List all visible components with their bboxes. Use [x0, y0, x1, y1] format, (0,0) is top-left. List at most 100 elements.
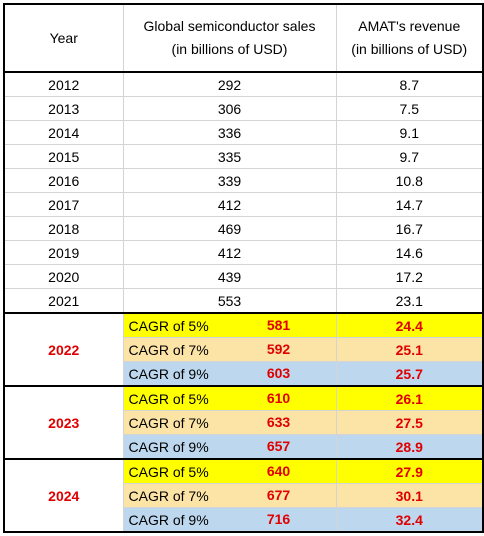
revenue-cell: 8.7 [335, 71, 484, 97]
projection-row: 2022 CAGR of 5% 581 24.4 [3, 312, 484, 387]
data-row: 2016 339 10.8 [3, 168, 484, 193]
data-row: 2017 412 14.7 [3, 192, 484, 217]
revenue-value: 28.9 [335, 434, 484, 460]
sales-value: 592 [266, 341, 291, 357]
sales-cell: 412 [122, 240, 337, 265]
scenario-label: CAGR of 9% [128, 511, 209, 528]
sales-value: 677 [266, 487, 291, 503]
header-text: Global semiconductor sales [143, 18, 316, 34]
year-cell: 2014 [3, 120, 124, 145]
scenario-cell: CAGR of 9% 657 [122, 434, 337, 460]
projection-year: 2022 [3, 312, 124, 387]
year-cell: 2012 [3, 71, 124, 97]
sales-value: 603 [266, 365, 291, 381]
sales-cell: 439 [122, 264, 337, 289]
projection-row: CAGR of 9% 603 25.7 [4, 361, 484, 387]
revenue-cell: 14.7 [335, 192, 484, 217]
scenario-label: CAGR of 9% [128, 365, 209, 382]
year-cell: 2016 [3, 168, 124, 193]
scenario-cell: CAGR of 5% 581 [122, 312, 337, 338]
header-text: (in billions of USD) [171, 41, 288, 57]
sales-cell: 412 [122, 192, 337, 217]
revenue-cell: 10.8 [335, 168, 484, 193]
header-text: (in billions of USD) [351, 41, 468, 57]
sales-cell: 553 [122, 288, 337, 314]
header-row: Year Global semiconductor sales (in billi… [3, 3, 484, 73]
sales-cell: 306 [122, 96, 337, 121]
projection-row: 2024 CAGR of 5% 640 27.9 [3, 458, 484, 533]
sales-value: 633 [266, 414, 291, 430]
sales-value: 716 [266, 511, 291, 527]
table-body: 2012 292 8.7 2013 306 7.5 2014 336 9.1 2015 335 9.7… [3, 71, 484, 533]
header-text: AMAT's revenue [358, 18, 461, 34]
revenue-value: 27.5 [335, 410, 484, 435]
sales-value: 640 [266, 463, 291, 479]
revenue-cell: 9.1 [335, 120, 484, 145]
data-row: 2021 553 23.1 [3, 288, 484, 314]
sales-cell: 292 [122, 71, 337, 97]
header-cell: Global semiconductor sales (in billions o… [122, 3, 337, 73]
projection-year: 2024 [3, 458, 124, 533]
scenario-label: CAGR of 7% [128, 414, 209, 431]
header-text: Year [49, 29, 78, 46]
scenario-label: CAGR of 7% [128, 487, 209, 504]
revenue-value: 26.1 [335, 385, 484, 411]
sales-cell: 339 [122, 168, 337, 193]
revenue-cell: 17.2 [335, 264, 484, 289]
revenue-value: 30.1 [335, 483, 484, 508]
header-cell: AMAT's revenue (in billions of USD) [335, 3, 484, 73]
year-cell: 2017 [3, 192, 124, 217]
year-cell: 2021 [3, 288, 124, 314]
header-cell: Year [3, 3, 124, 73]
data-row: 2019 412 14.6 [3, 240, 484, 265]
year-cell: 2019 [3, 240, 124, 265]
projection-row: 2023 CAGR of 5% 610 26.1 [3, 385, 484, 460]
year-cell: 2015 [3, 144, 124, 169]
scenario-label: CAGR of 7% [128, 341, 209, 358]
revenue-value: 27.9 [335, 458, 484, 484]
sales-value: 610 [266, 390, 291, 406]
year-cell: 2020 [3, 264, 124, 289]
year-cell: 2018 [3, 216, 124, 241]
data-row: 2015 335 9.7 [3, 144, 484, 169]
scenario-cell: CAGR of 9% 716 [122, 507, 337, 533]
scenario-label: CAGR of 5% [128, 390, 209, 407]
revenue-value: 32.4 [335, 507, 484, 533]
projection-row: CAGR of 7% 633 27.5 [4, 410, 484, 435]
year-cell: 2013 [3, 96, 124, 121]
revenue-value: 25.1 [335, 337, 484, 362]
scenario-cell: CAGR of 9% 603 [122, 361, 337, 387]
sales-value: 581 [266, 317, 291, 333]
projection-row: CAGR of 9% 657 28.9 [4, 434, 484, 460]
projection-row: CAGR of 9% 716 32.4 [4, 507, 484, 533]
revenue-cell: 16.7 [335, 216, 484, 241]
revenue-value: 24.4 [335, 312, 484, 338]
scenario-cell: CAGR of 5% 610 [122, 385, 337, 411]
revenue-cell: 14.6 [335, 240, 484, 265]
sales-cell: 335 [122, 144, 337, 169]
projection-row: CAGR of 7% 592 25.1 [4, 337, 484, 362]
scenario-label: CAGR of 5% [128, 463, 209, 480]
table-header: Year Global semiconductor sales (in billi… [3, 3, 484, 73]
data-row: 2014 336 9.1 [3, 120, 484, 145]
revenue-cell: 7.5 [335, 96, 484, 121]
scenario-label: CAGR of 5% [128, 317, 209, 334]
scenario-cell: CAGR of 7% 677 [122, 483, 337, 508]
sales-value: 657 [266, 438, 291, 454]
projection-year: 2023 [3, 385, 124, 460]
scenario-cell: CAGR of 7% 633 [122, 410, 337, 435]
scenario-cell: CAGR of 7% 592 [122, 337, 337, 362]
revenue-value: 25.7 [335, 361, 484, 387]
data-row: 2012 292 8.7 [3, 71, 484, 97]
data-row: 2018 469 16.7 [3, 216, 484, 241]
data-table: Year Global semiconductor sales (in billi… [3, 3, 484, 533]
sales-cell: 336 [122, 120, 337, 145]
revenue-cell: 23.1 [335, 288, 484, 314]
scenario-label: CAGR of 9% [128, 438, 209, 455]
data-row: 2013 306 7.5 [3, 96, 484, 121]
revenue-cell: 9.7 [335, 144, 484, 169]
scenario-cell: CAGR of 5% 640 [122, 458, 337, 484]
sales-cell: 469 [122, 216, 337, 241]
data-row: 2020 439 17.2 [3, 264, 484, 289]
